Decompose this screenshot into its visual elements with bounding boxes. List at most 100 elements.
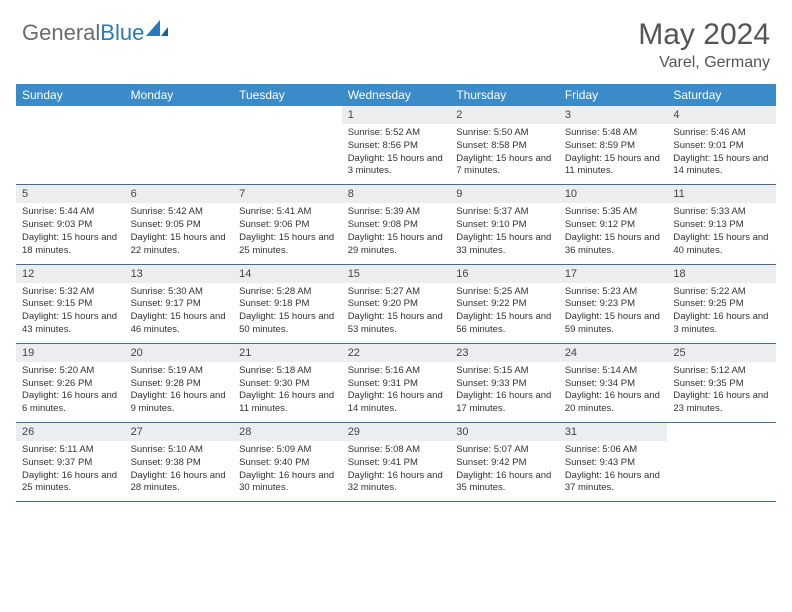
day-number: 10	[559, 185, 668, 203]
day-details: Sunrise: 5:23 AMSunset: 9:23 PMDaylight:…	[559, 283, 668, 343]
sunrise-text: Sunrise: 5:37 AM	[456, 206, 553, 219]
daylight-text: Daylight: 15 hours and 40 minutes.	[673, 232, 770, 258]
daylight-text: Daylight: 16 hours and 32 minutes.	[348, 470, 445, 496]
calendar-cell: 31Sunrise: 5:06 AMSunset: 9:43 PMDayligh…	[559, 423, 668, 502]
day-details: Sunrise: 5:22 AMSunset: 9:25 PMDaylight:…	[667, 283, 776, 343]
daylight-text: Daylight: 16 hours and 23 minutes.	[673, 390, 770, 416]
day-details: Sunrise: 5:11 AMSunset: 9:37 PMDaylight:…	[16, 441, 125, 501]
day-details: Sunrise: 5:48 AMSunset: 8:59 PMDaylight:…	[559, 124, 668, 184]
day-details: Sunrise: 5:32 AMSunset: 9:15 PMDaylight:…	[16, 283, 125, 343]
day-details: Sunrise: 5:07 AMSunset: 9:42 PMDaylight:…	[450, 441, 559, 501]
week-row: 12Sunrise: 5:32 AMSunset: 9:15 PMDayligh…	[16, 264, 776, 343]
day-number: 23	[450, 344, 559, 362]
day-details: Sunrise: 5:46 AMSunset: 9:01 PMDaylight:…	[667, 124, 776, 184]
calendar-cell: 11 Sunrise: 5:33 AMSunset: 9:13 PMDayligh…	[667, 185, 776, 264]
sunset-text: Sunset: 9:23 PM	[565, 298, 662, 311]
calendar-cell: 1Sunrise: 5:52 AMSunset: 8:56 PMDaylight…	[342, 106, 451, 185]
daylight-text: Daylight: 16 hours and 25 minutes.	[22, 470, 119, 496]
sunset-text: Sunset: 9:41 PM	[348, 457, 445, 470]
day-number: 9	[450, 185, 559, 203]
daylight-text: Daylight: 15 hours and 7 minutes.	[456, 153, 553, 179]
day-header-tuesday: Tuesday	[233, 84, 342, 106]
day-number: 18	[667, 265, 776, 283]
day-details: Sunrise: 5:27 AMSunset: 9:20 PMDaylight:…	[342, 283, 451, 343]
day-details: Sunrise: 5:08 AMSunset: 9:41 PMDaylight:…	[342, 441, 451, 501]
sunrise-text: Sunrise: 5:52 AM	[348, 127, 445, 140]
daylight-text: Daylight: 16 hours and 30 minutes.	[239, 470, 336, 496]
calendar-cell: 27Sunrise: 5:10 AMSunset: 9:38 PMDayligh…	[125, 423, 234, 502]
day-number: 27	[125, 423, 234, 441]
day-details: Sunrise: 5:19 AMSunset: 9:28 PMDaylight:…	[125, 362, 234, 422]
sunrise-text: Sunrise: 5:06 AM	[565, 444, 662, 457]
sunset-text: Sunset: 8:59 PM	[565, 140, 662, 153]
day-details: Sunrise: 5:25 AMSunset: 9:22 PMDaylight:…	[450, 283, 559, 343]
sunset-text: Sunset: 9:01 PM	[673, 140, 770, 153]
daylight-text: Daylight: 16 hours and 37 minutes.	[565, 470, 662, 496]
sunrise-text: Sunrise: 5:27 AM	[348, 286, 445, 299]
sunset-text: Sunset: 8:56 PM	[348, 140, 445, 153]
day-details: Sunrise: 5:39 AMSunset: 9:08 PMDaylight:…	[342, 203, 451, 263]
day-header-thursday: Thursday	[450, 84, 559, 106]
sunset-text: Sunset: 8:58 PM	[456, 140, 553, 153]
daylight-text: Daylight: 15 hours and 29 minutes.	[348, 232, 445, 258]
sunrise-text: Sunrise: 5:12 AM	[673, 365, 770, 378]
day-details: Sunrise: 5:15 AMSunset: 9:33 PMDaylight:…	[450, 362, 559, 422]
daylight-text: Daylight: 15 hours and 18 minutes.	[22, 232, 119, 258]
sunrise-text: Sunrise: 5:25 AM	[456, 286, 553, 299]
sunset-text: Sunset: 9:13 PM	[673, 219, 770, 232]
sunrise-text: Sunrise: 5:39 AM	[348, 206, 445, 219]
sunset-text: Sunset: 9:20 PM	[348, 298, 445, 311]
daylight-text: Daylight: 16 hours and 28 minutes.	[131, 470, 228, 496]
week-row: 5Sunrise: 5:44 AMSunset: 9:03 PMDaylight…	[16, 185, 776, 264]
sunset-text: Sunset: 9:25 PM	[673, 298, 770, 311]
day-header-monday: Monday	[125, 84, 234, 106]
calendar-cell: 16Sunrise: 5:25 AMSunset: 9:22 PMDayligh…	[450, 264, 559, 343]
sunrise-text: Sunrise: 5:22 AM	[673, 286, 770, 299]
sunset-text: Sunset: 9:15 PM	[22, 298, 119, 311]
calendar-cell: 21Sunrise: 5:18 AMSunset: 9:30 PMDayligh…	[233, 343, 342, 422]
week-row: 26Sunrise: 5:11 AMSunset: 9:37 PMDayligh…	[16, 423, 776, 502]
day-details: Sunrise: 5:18 AMSunset: 9:30 PMDaylight:…	[233, 362, 342, 422]
daylight-text: Daylight: 16 hours and 14 minutes.	[348, 390, 445, 416]
day-number: 5	[16, 185, 125, 203]
calendar-cell: 29Sunrise: 5:08 AMSunset: 9:41 PMDayligh…	[342, 423, 451, 502]
day-number: 11	[667, 185, 776, 203]
daylight-text: Daylight: 15 hours and 56 minutes.	[456, 311, 553, 337]
day-details: Sunrise: 5:20 AMSunset: 9:26 PMDaylight:…	[16, 362, 125, 422]
day-number: 20	[125, 344, 234, 362]
daylight-text: Daylight: 15 hours and 50 minutes.	[239, 311, 336, 337]
sunset-text: Sunset: 9:33 PM	[456, 378, 553, 391]
daylight-text: Daylight: 15 hours and 46 minutes.	[131, 311, 228, 337]
day-number: 31	[559, 423, 668, 441]
day-details: Sunrise: 5:12 AMSunset: 9:35 PMDaylight:…	[667, 362, 776, 422]
sunrise-text: Sunrise: 5:16 AM	[348, 365, 445, 378]
day-number: 24	[559, 344, 668, 362]
daylight-text: Daylight: 16 hours and 6 minutes.	[22, 390, 119, 416]
daylight-text: Daylight: 16 hours and 17 minutes.	[456, 390, 553, 416]
sunrise-text: Sunrise: 5:33 AM	[673, 206, 770, 219]
daylight-text: Daylight: 15 hours and 53 minutes.	[348, 311, 445, 337]
sunrise-text: Sunrise: 5:35 AM	[565, 206, 662, 219]
sunrise-text: Sunrise: 5:48 AM	[565, 127, 662, 140]
sunrise-text: Sunrise: 5:10 AM	[131, 444, 228, 457]
day-number: 1	[342, 106, 451, 124]
day-number: 4	[667, 106, 776, 124]
daylight-text: Daylight: 15 hours and 33 minutes.	[456, 232, 553, 258]
day-number: 25	[667, 344, 776, 362]
day-details: Sunrise: 5:10 AMSunset: 9:38 PMDaylight:…	[125, 441, 234, 501]
location-label: Varel, Germany	[638, 54, 770, 72]
day-details: Sunrise: 5:14 AMSunset: 9:34 PMDaylight:…	[559, 362, 668, 422]
day-header-saturday: Saturday	[667, 84, 776, 106]
calendar-cell	[16, 106, 125, 185]
day-details: Sunrise: 5:30 AMSunset: 9:17 PMDaylight:…	[125, 283, 234, 343]
daylight-text: Daylight: 15 hours and 43 minutes.	[22, 311, 119, 337]
calendar-cell: 26Sunrise: 5:11 AMSunset: 9:37 PMDayligh…	[16, 423, 125, 502]
week-row: 1 Sunrise: 5:52 AMSunset: 8:56 PM Daylight…	[16, 106, 776, 185]
sunset-text: Sunset: 9:05 PM	[131, 219, 228, 232]
daylight-text: Daylight: 16 hours and 9 minutes.	[131, 390, 228, 416]
day-details: Sunrise: 5:16 AMSunset: 9:31 PMDaylight:…	[342, 362, 451, 422]
sunrise-text: Sunrise: 5:19 AM	[131, 365, 228, 378]
sunrise-text: Sunrise: 5:14 AM	[565, 365, 662, 378]
month-title: May 2024	[638, 18, 770, 52]
sunrise-text: Sunrise: 5:28 AM	[239, 286, 336, 299]
